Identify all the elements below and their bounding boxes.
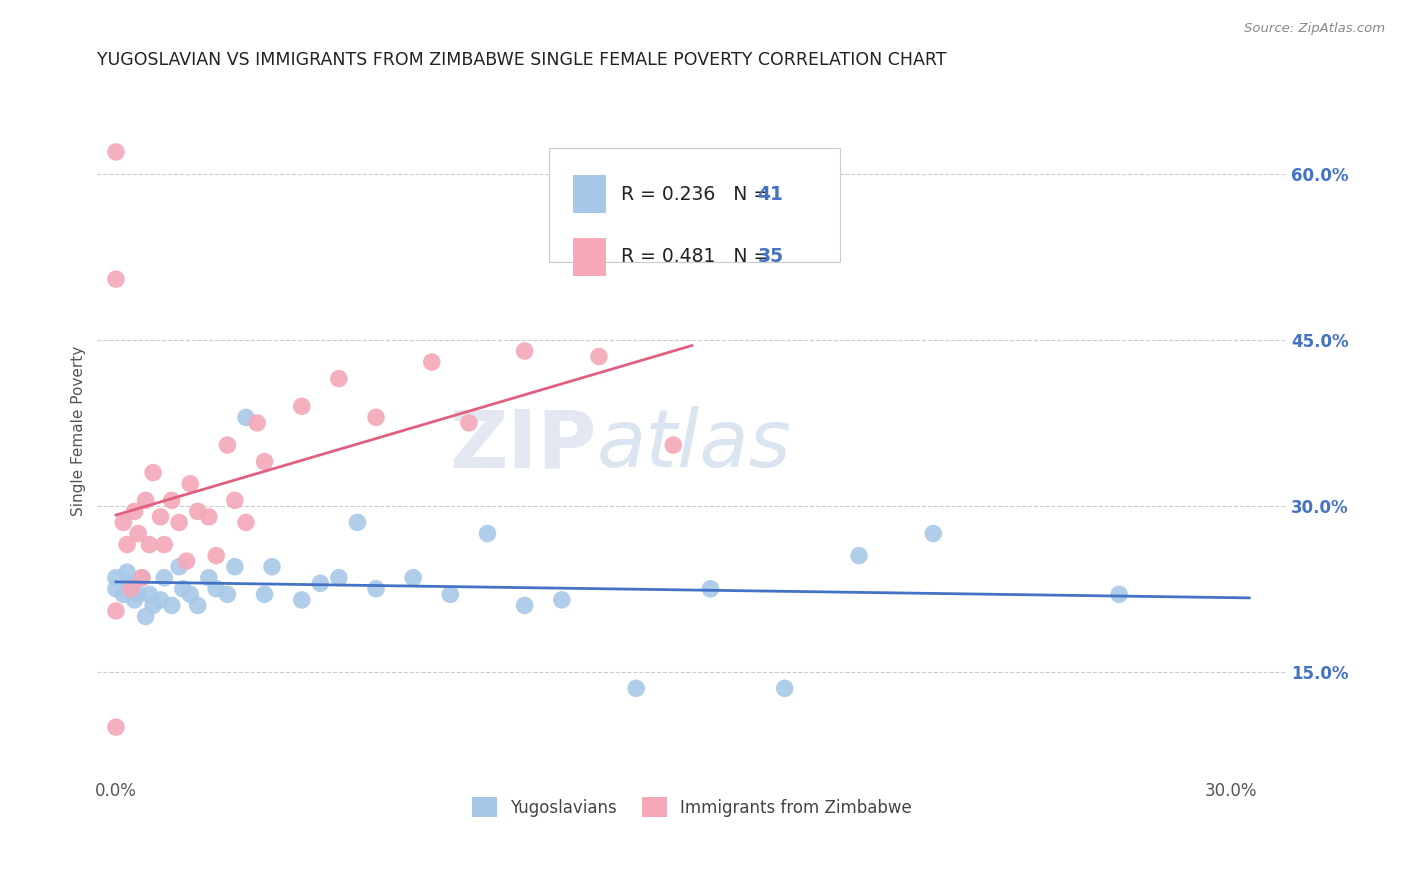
- Point: [699, 582, 721, 596]
- Point: [124, 593, 146, 607]
- Point: [662, 438, 685, 452]
- Point: [131, 571, 153, 585]
- Text: ZIP: ZIP: [450, 406, 596, 484]
- Point: [922, 526, 945, 541]
- Point: [115, 538, 138, 552]
- Text: 41: 41: [758, 185, 783, 204]
- Point: [124, 504, 146, 518]
- Point: [104, 571, 127, 585]
- Point: [309, 576, 332, 591]
- Point: [179, 587, 201, 601]
- Point: [513, 343, 536, 358]
- Point: [115, 566, 138, 580]
- Point: [217, 438, 239, 452]
- Point: [104, 604, 127, 618]
- Point: [328, 371, 350, 385]
- FancyBboxPatch shape: [572, 176, 606, 213]
- Point: [104, 582, 127, 596]
- Text: YUGOSLAVIAN VS IMMIGRANTS FROM ZIMBABWE SINGLE FEMALE POVERTY CORRELATION CHART: YUGOSLAVIAN VS IMMIGRANTS FROM ZIMBABWE …: [97, 51, 946, 69]
- Text: R = 0.481   N =: R = 0.481 N =: [620, 247, 775, 266]
- Point: [246, 416, 269, 430]
- Point: [217, 587, 239, 601]
- Point: [402, 571, 425, 585]
- Point: [198, 571, 221, 585]
- Legend: Yugoslavians, Immigrants from Zimbabwe: Yugoslavians, Immigrants from Zimbabwe: [465, 790, 918, 824]
- Point: [172, 582, 194, 596]
- Point: [112, 587, 135, 601]
- Point: [624, 681, 647, 696]
- Point: [235, 410, 257, 425]
- Point: [112, 516, 135, 530]
- Point: [135, 493, 157, 508]
- Point: [291, 399, 314, 413]
- Point: [439, 587, 461, 601]
- Point: [153, 571, 176, 585]
- Point: [848, 549, 870, 563]
- Point: [179, 476, 201, 491]
- Point: [198, 510, 221, 524]
- Point: [142, 599, 165, 613]
- Point: [187, 504, 209, 518]
- Point: [205, 549, 228, 563]
- Point: [160, 493, 183, 508]
- Point: [187, 599, 209, 613]
- Point: [513, 599, 536, 613]
- Point: [364, 582, 387, 596]
- Point: [149, 510, 172, 524]
- Point: [104, 272, 127, 286]
- Point: [551, 593, 574, 607]
- Point: [477, 526, 499, 541]
- Point: [205, 582, 228, 596]
- Point: [291, 593, 314, 607]
- Point: [253, 454, 276, 468]
- Point: [364, 410, 387, 425]
- Text: 35: 35: [758, 247, 783, 266]
- Text: R = 0.236   N =: R = 0.236 N =: [620, 185, 775, 204]
- Text: atlas: atlas: [596, 406, 792, 484]
- Point: [160, 599, 183, 613]
- Point: [120, 582, 142, 596]
- Point: [167, 559, 190, 574]
- Point: [127, 526, 149, 541]
- Point: [131, 571, 153, 585]
- Point: [135, 609, 157, 624]
- Point: [420, 355, 443, 369]
- Point: [176, 554, 198, 568]
- Point: [153, 538, 176, 552]
- Point: [127, 587, 149, 601]
- Point: [260, 559, 283, 574]
- Point: [224, 559, 246, 574]
- Point: [235, 516, 257, 530]
- Point: [224, 493, 246, 508]
- Point: [167, 516, 190, 530]
- Point: [328, 571, 350, 585]
- Point: [458, 416, 481, 430]
- FancyBboxPatch shape: [572, 237, 606, 276]
- Text: Source: ZipAtlas.com: Source: ZipAtlas.com: [1244, 22, 1385, 36]
- Point: [142, 466, 165, 480]
- Point: [138, 587, 160, 601]
- Point: [1108, 587, 1130, 601]
- Point: [149, 593, 172, 607]
- Point: [253, 587, 276, 601]
- Point: [120, 576, 142, 591]
- Y-axis label: Single Female Poverty: Single Female Poverty: [72, 346, 86, 516]
- FancyBboxPatch shape: [550, 148, 841, 262]
- Point: [104, 145, 127, 159]
- Point: [104, 720, 127, 734]
- Point: [346, 516, 368, 530]
- Point: [773, 681, 796, 696]
- Point: [138, 538, 160, 552]
- Point: [588, 350, 610, 364]
